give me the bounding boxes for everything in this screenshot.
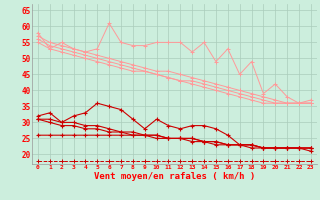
X-axis label: Vent moyen/en rafales ( km/h ): Vent moyen/en rafales ( km/h ) <box>94 172 255 181</box>
